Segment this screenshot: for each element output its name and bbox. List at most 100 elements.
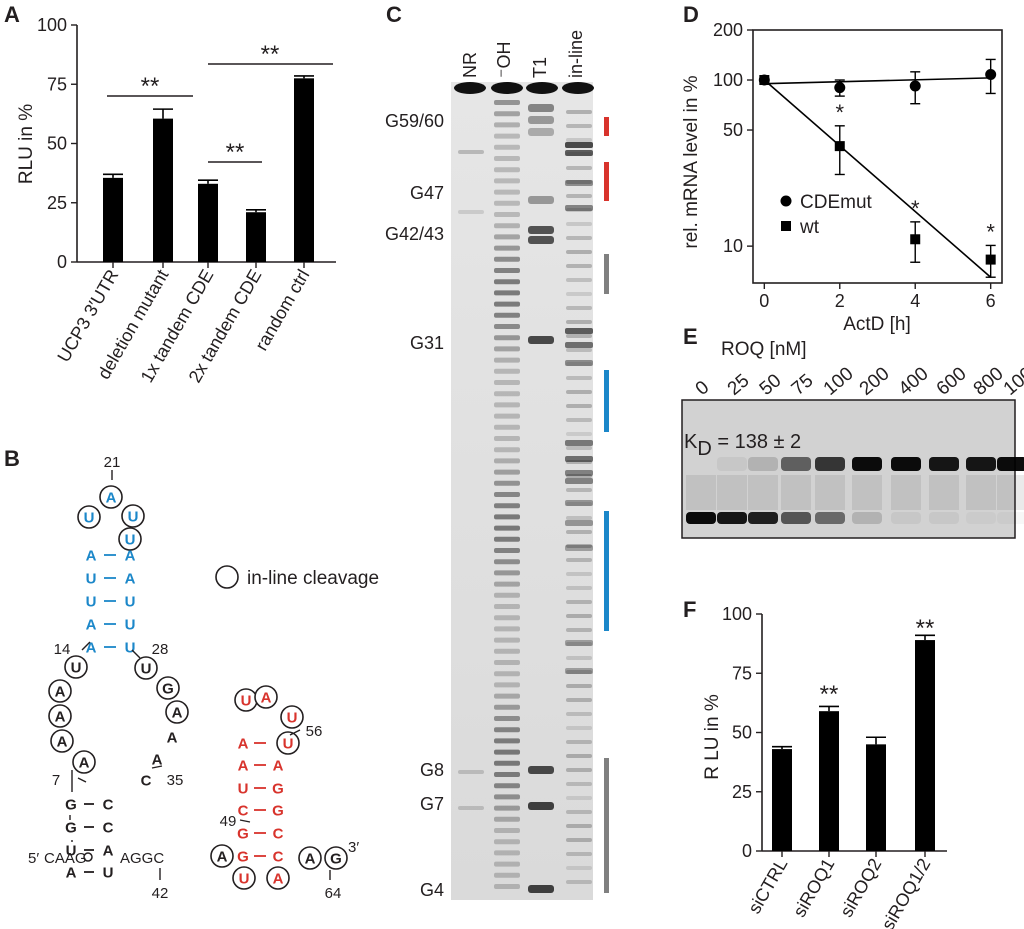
emsa-free-band [748, 512, 778, 524]
band-label-g59-60: G59/60 [385, 111, 444, 131]
ladder-band [494, 884, 520, 889]
ladder-band [494, 424, 520, 430]
cleavage-circle [254, 685, 278, 709]
chart-f-ytick: 100 [722, 604, 752, 624]
chart-f-ytick: 50 [732, 723, 752, 743]
nucleotide: G [237, 826, 249, 843]
chart-f-xtick: siROQ2 [836, 855, 885, 920]
conc-label: 200 [856, 363, 894, 399]
inline-band [566, 418, 592, 422]
cleavage-circle [276, 731, 300, 755]
ladder-band [494, 816, 520, 822]
kd-k: KD = 138 ± 2 [684, 431, 801, 460]
chart-f-ytick: 0 [742, 841, 752, 861]
ladder-band [494, 536, 520, 542]
inline-band [565, 500, 593, 506]
nucleotide: A [125, 548, 136, 565]
nucleotide: U [125, 594, 136, 611]
nucleotide: A [106, 490, 117, 507]
ladder-band [494, 570, 520, 576]
nucleotide: C [103, 797, 114, 814]
ladder-band [494, 839, 520, 845]
ladder-band [494, 660, 520, 665]
bar [153, 118, 173, 263]
cleavage-circle [280, 705, 304, 729]
nucleotide: C [141, 773, 152, 790]
ladder-band [494, 413, 520, 419]
nucleotide: G [162, 681, 174, 698]
lane-label-t1: T1 [530, 57, 550, 78]
inline-band [566, 586, 592, 590]
emsa-free-band [929, 512, 959, 524]
ladder-band [494, 178, 520, 184]
inline-band [566, 852, 592, 856]
ladder-band [494, 189, 520, 195]
emsa-free-band [815, 512, 845, 524]
sig-mark-1: ** [141, 73, 160, 100]
ladder-band [494, 760, 520, 766]
ladder-band [494, 290, 520, 296]
nucleotide: A [86, 548, 97, 565]
ladder-band [494, 872, 520, 878]
inline-band [565, 545, 593, 551]
ladder-band [494, 604, 520, 609]
nucleotide: C [238, 803, 249, 820]
emsa-smear [748, 475, 778, 510]
ladder-band [494, 850, 520, 856]
nt-number-7: 7 [52, 772, 60, 789]
emsa-bound-band [997, 457, 1024, 471]
inline-band [566, 432, 592, 436]
ladder-band [494, 223, 520, 229]
emsa-bound-band [852, 457, 882, 471]
region-bar-red-2 [604, 162, 609, 201]
inline-band [566, 670, 592, 674]
emsa-smear [852, 475, 882, 510]
emsa-smear [717, 475, 747, 510]
nucleotide: C [273, 826, 284, 843]
gu-pair-dot [83, 852, 93, 862]
cleavage-circle [77, 505, 101, 529]
nucleotide: A [66, 865, 77, 882]
inline-band [565, 668, 593, 674]
gel-well-band [491, 82, 523, 94]
region-bar-red-1 [604, 117, 609, 136]
sig-mark-3: ** [261, 41, 280, 68]
t1-band [528, 196, 554, 204]
nucleotide: U [283, 736, 294, 753]
inline-band [565, 342, 593, 348]
inline-band [566, 334, 592, 338]
bar [198, 183, 218, 262]
ladder-band [494, 492, 520, 497]
nucleotide: A [79, 755, 90, 772]
emsa-free-band [686, 512, 716, 524]
inline-band [566, 376, 592, 380]
chart-a-ytick: 100 [37, 15, 67, 35]
bar [866, 744, 886, 851]
legend-label-wt: wt [799, 217, 820, 238]
emsa-free-band [997, 512, 1024, 524]
chart-d-xtick: 2 [835, 291, 845, 311]
ladder-band [494, 693, 520, 699]
inline-band [566, 600, 592, 604]
inline-band [566, 166, 592, 170]
nucleotide: G [237, 849, 249, 866]
panel-letter-e: E [683, 324, 698, 349]
inline-band [565, 520, 593, 526]
region-bar-blue-2 [604, 511, 609, 631]
nucleotide: G [272, 781, 284, 798]
chart-f: R LU in % 0 25 50 75 100 siCTRLsiROQ1siROQ2s… [702, 604, 947, 929]
chart-d-ytick: 200 [713, 20, 743, 40]
gel-well-band [454, 82, 486, 94]
sig-mark-2: ** [226, 139, 245, 166]
sig-mark-siroq12: ** [916, 615, 935, 642]
ladder-band [494, 335, 520, 341]
conc-label: 100 [820, 363, 858, 399]
seq-aggc: AGGC [120, 850, 164, 867]
ladder-band [494, 749, 520, 755]
ladder-band [494, 346, 520, 352]
ladder-band [494, 256, 520, 262]
inline-band [565, 205, 593, 211]
three-prime-label: 3′ [348, 839, 359, 856]
inline-band [566, 558, 592, 562]
nucleotide: A [103, 843, 114, 860]
